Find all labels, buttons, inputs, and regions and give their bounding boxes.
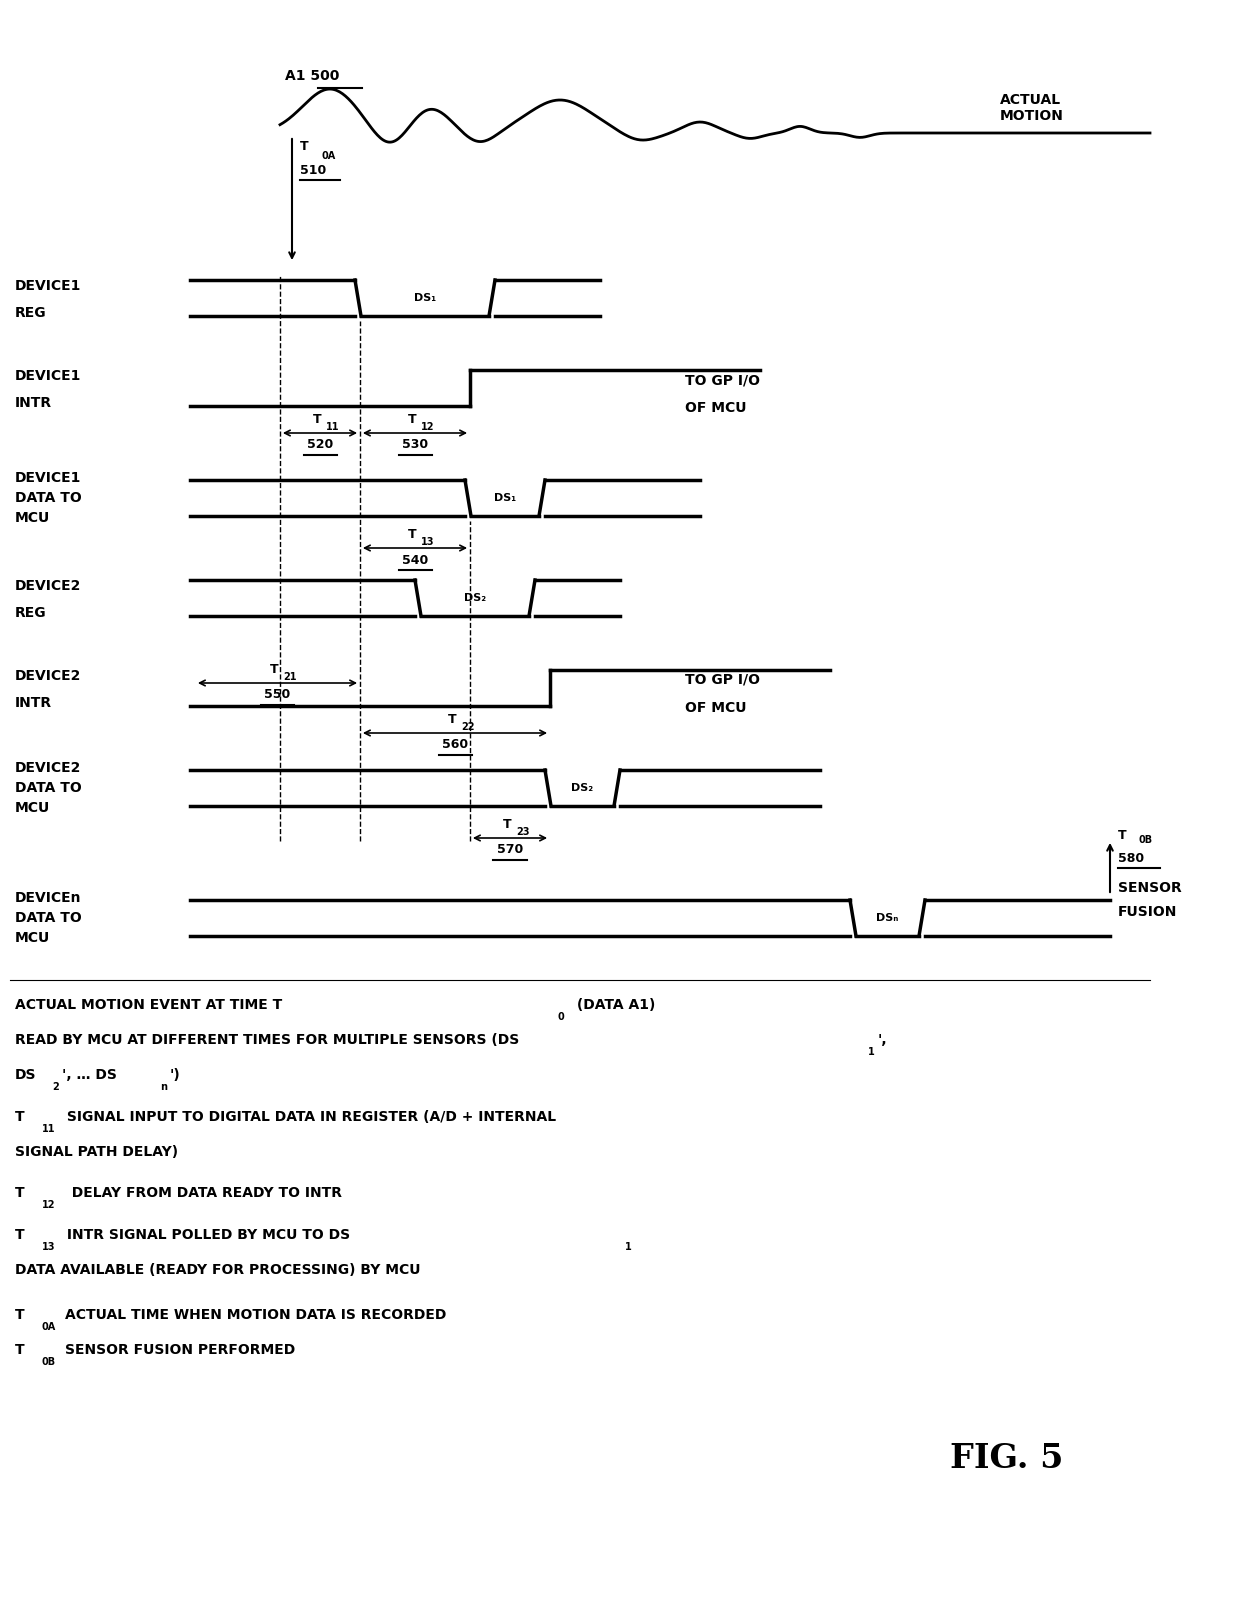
- Text: ', … DS: ', … DS: [62, 1068, 117, 1082]
- Text: T: T: [15, 1228, 25, 1243]
- Text: OF MCU: OF MCU: [684, 401, 746, 414]
- Text: DS: DS: [15, 1068, 36, 1082]
- Text: DATA AVAILABLE (READY FOR PROCESSING) BY MCU: DATA AVAILABLE (READY FOR PROCESSING) BY…: [15, 1264, 420, 1277]
- Text: DEVICE2: DEVICE2: [15, 760, 82, 775]
- Text: OF MCU: OF MCU: [684, 701, 746, 715]
- Text: T: T: [15, 1186, 25, 1201]
- Text: 12: 12: [422, 422, 435, 432]
- Text: DS₁: DS₁: [494, 493, 516, 503]
- Text: DATA TO: DATA TO: [15, 490, 82, 505]
- Text: DEVICE2: DEVICE2: [15, 579, 82, 594]
- Text: T: T: [270, 663, 279, 676]
- Text: 22: 22: [461, 722, 475, 731]
- Text: TO GP I/O: TO GP I/O: [684, 374, 760, 387]
- Text: DEVICE2: DEVICE2: [15, 668, 82, 683]
- Text: 0A: 0A: [42, 1322, 56, 1332]
- Text: DEVICE1: DEVICE1: [15, 369, 82, 383]
- Text: 0B: 0B: [42, 1358, 56, 1367]
- Text: DEVICE1: DEVICE1: [15, 471, 82, 485]
- Text: '): '): [170, 1068, 181, 1082]
- Text: 13: 13: [42, 1243, 56, 1252]
- Text: 12: 12: [42, 1201, 56, 1210]
- Text: SENSOR: SENSOR: [1118, 880, 1182, 895]
- Text: T: T: [15, 1343, 25, 1358]
- Text: 520: 520: [306, 438, 334, 451]
- Text: DEVICE1: DEVICE1: [15, 278, 82, 293]
- Text: T: T: [312, 414, 321, 427]
- Text: SENSOR FUSION PERFORMED: SENSOR FUSION PERFORMED: [64, 1343, 295, 1358]
- Text: 23: 23: [516, 827, 529, 837]
- Text: DS₂: DS₂: [464, 594, 486, 604]
- Text: MCU: MCU: [15, 511, 51, 524]
- Text: 540: 540: [402, 553, 428, 566]
- Text: T: T: [300, 139, 309, 152]
- Text: ACTUAL TIME WHEN MOTION DATA IS RECORDED: ACTUAL TIME WHEN MOTION DATA IS RECORDED: [64, 1307, 446, 1322]
- Text: DATA TO: DATA TO: [15, 781, 82, 794]
- Text: TO GP I/O: TO GP I/O: [684, 673, 760, 688]
- Text: 570: 570: [497, 843, 523, 856]
- Text: ACTUAL
MOTION: ACTUAL MOTION: [999, 92, 1064, 123]
- Text: DATA TO: DATA TO: [15, 911, 82, 925]
- Text: n: n: [160, 1082, 167, 1092]
- Text: T: T: [502, 819, 511, 832]
- Text: REG: REG: [15, 607, 47, 620]
- Text: INTR SIGNAL POLLED BY MCU TO DS: INTR SIGNAL POLLED BY MCU TO DS: [62, 1228, 350, 1243]
- Text: 0B: 0B: [1140, 835, 1153, 845]
- Text: 11: 11: [326, 422, 340, 432]
- Text: 1: 1: [868, 1047, 874, 1057]
- Text: 1: 1: [625, 1243, 631, 1252]
- Text: FIG. 5: FIG. 5: [950, 1442, 1064, 1474]
- Text: T: T: [448, 714, 456, 726]
- Text: SIGNAL INPUT TO DIGITAL DATA IN REGISTER (A/D + INTERNAL: SIGNAL INPUT TO DIGITAL DATA IN REGISTER…: [62, 1110, 556, 1125]
- Text: (DATA A1): (DATA A1): [572, 998, 656, 1011]
- Text: 580: 580: [1118, 851, 1145, 864]
- Text: ',: ',: [878, 1032, 888, 1047]
- Text: READ BY MCU AT DIFFERENT TIMES FOR MULTIPLE SENSORS (DS: READ BY MCU AT DIFFERENT TIMES FOR MULTI…: [15, 1032, 520, 1047]
- Text: SIGNAL PATH DELAY): SIGNAL PATH DELAY): [15, 1146, 179, 1158]
- Text: 560: 560: [441, 738, 467, 751]
- Text: INTR: INTR: [15, 396, 52, 409]
- Text: T: T: [408, 414, 417, 427]
- Text: FUSION: FUSION: [1118, 904, 1177, 919]
- Text: REG: REG: [15, 306, 47, 320]
- Text: T: T: [1118, 828, 1127, 841]
- Text: T: T: [408, 529, 417, 542]
- Text: 0A: 0A: [321, 150, 335, 162]
- Text: INTR: INTR: [15, 696, 52, 710]
- Text: DSₙ: DSₙ: [877, 913, 899, 922]
- Text: 0: 0: [558, 1011, 564, 1023]
- Text: A1 500: A1 500: [285, 70, 340, 83]
- Text: MCU: MCU: [15, 801, 51, 815]
- Text: 13: 13: [422, 537, 435, 547]
- Text: T: T: [15, 1307, 25, 1322]
- Text: DS₁: DS₁: [414, 293, 436, 303]
- Text: ACTUAL MOTION EVENT AT TIME T: ACTUAL MOTION EVENT AT TIME T: [15, 998, 283, 1011]
- Text: 510: 510: [300, 163, 326, 176]
- Text: DELAY FROM DATA READY TO INTR: DELAY FROM DATA READY TO INTR: [62, 1186, 342, 1201]
- Text: DS₂: DS₂: [572, 783, 594, 793]
- Text: 530: 530: [402, 438, 428, 451]
- Text: MCU: MCU: [15, 930, 51, 945]
- Text: 550: 550: [264, 689, 290, 702]
- Text: 21: 21: [284, 671, 298, 683]
- Text: T: T: [15, 1110, 25, 1125]
- Text: DEVICEn: DEVICEn: [15, 892, 82, 904]
- Text: 2: 2: [52, 1082, 58, 1092]
- Text: 11: 11: [42, 1125, 56, 1134]
